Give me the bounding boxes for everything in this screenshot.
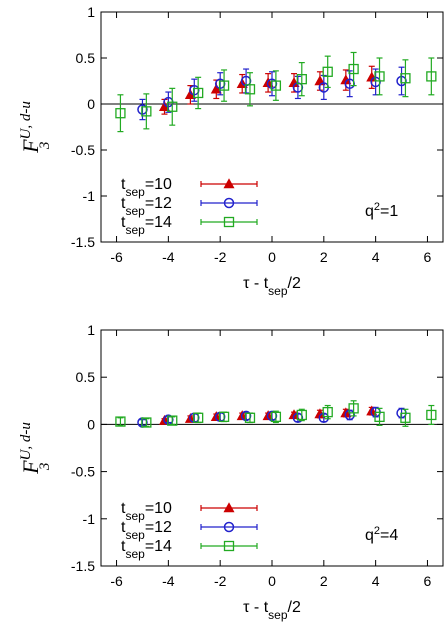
- legend-marker: [223, 502, 235, 513]
- data-point: [244, 84, 256, 95]
- x-tick-label: 6: [424, 573, 432, 589]
- y-tick-label: 1: [87, 322, 95, 338]
- x-tick-label: 0: [268, 249, 276, 265]
- data-point: [193, 87, 204, 99]
- data-point: [426, 71, 437, 82]
- x-tick-label: -2: [214, 573, 227, 589]
- data-point: [348, 403, 359, 414]
- legend-label: tsep=12: [121, 195, 172, 218]
- y-tick-label: 0.5: [76, 369, 96, 385]
- y-tick-label: 0: [87, 96, 95, 112]
- data-point: [218, 80, 230, 91]
- y-tick-label: -1: [83, 188, 96, 204]
- q2-annotation: q2=1: [365, 201, 398, 220]
- data-point: [374, 411, 385, 422]
- data-point: [270, 80, 282, 91]
- q2-annotation: q2=4: [365, 525, 398, 544]
- data-point: [400, 412, 411, 423]
- y-tick-label: 1: [87, 4, 95, 20]
- panel-bottom: 1 0.5 0 -0.5 -1 -1.5 -6 -4 -2 0 2 4 6 τ - tsep/2 FU, d…: [18, 322, 444, 622]
- x-tick-label: 0: [268, 573, 276, 589]
- data-point: [193, 412, 204, 423]
- data-point: [322, 66, 333, 77]
- data-point: [400, 73, 411, 84]
- data-point: [344, 78, 355, 90]
- series-triangle: [158, 65, 378, 115]
- legend-marker: [223, 197, 235, 209]
- data-point: [374, 71, 385, 82]
- data-point: [322, 406, 333, 418]
- data-point: [115, 416, 126, 427]
- y-tick-label: -1.5: [71, 558, 95, 574]
- x-tick-label: -6: [110, 249, 123, 265]
- x-tick-label: 4: [372, 249, 380, 265]
- y-tick-label: -0.5: [71, 142, 95, 158]
- x-axis-label: τ - tsep/2: [243, 275, 301, 298]
- y-axis-label: FU, d-u3: [18, 101, 53, 154]
- x-tick-label: 6: [424, 249, 432, 265]
- series-circle: [137, 66, 407, 121]
- legend-marker: [223, 521, 235, 533]
- data-point: [244, 412, 256, 423]
- data-point: [167, 101, 178, 112]
- legend-label: tsep=14: [121, 214, 172, 237]
- data-point: [270, 411, 282, 422]
- panel-top: 1 0.5 0 -0.5 -1 -1.5 -6 -4 -2 0 2 4 6 τ - tsep/2 FU, d…: [18, 4, 444, 298]
- y-axis-label: FU, d-u3: [18, 422, 53, 475]
- y-tick-label: -0.5: [71, 464, 95, 480]
- series-square: [115, 51, 437, 133]
- y-tick-label: 0: [87, 416, 95, 432]
- data-point: [115, 108, 126, 119]
- x-tick-label: -4: [162, 249, 175, 265]
- x-axis-label: τ - tsep/2: [243, 599, 301, 622]
- data-point: [218, 411, 230, 422]
- data-point: [141, 106, 152, 117]
- legend-label: tsep=10: [121, 176, 172, 199]
- data-point: [141, 417, 152, 428]
- x-tick-label: 2: [320, 249, 328, 265]
- x-tick-label: -2: [214, 249, 227, 265]
- legend-marker: [223, 540, 235, 552]
- y-tick-label: -1.5: [71, 234, 95, 250]
- x-tick-label: -6: [110, 573, 123, 589]
- legend-label: tsep=14: [121, 538, 172, 561]
- data-point: [296, 74, 307, 85]
- data-point: [348, 63, 359, 75]
- series-square: [115, 400, 437, 428]
- data-point: [426, 409, 437, 421]
- legend-label: tsep=12: [121, 519, 172, 542]
- legend-marker: [223, 216, 235, 228]
- x-tick-label: -4: [162, 573, 175, 589]
- x-tick-label: 4: [372, 573, 380, 589]
- data-point: [296, 409, 307, 421]
- legend-label: tsep=10: [121, 500, 172, 523]
- data-point: [210, 83, 222, 94]
- data-point: [167, 415, 178, 426]
- y-tick-label: -1: [83, 511, 96, 527]
- x-tick-label: 2: [320, 573, 328, 589]
- legend-marker: [223, 178, 235, 189]
- y-tick-label: 0.5: [76, 50, 96, 66]
